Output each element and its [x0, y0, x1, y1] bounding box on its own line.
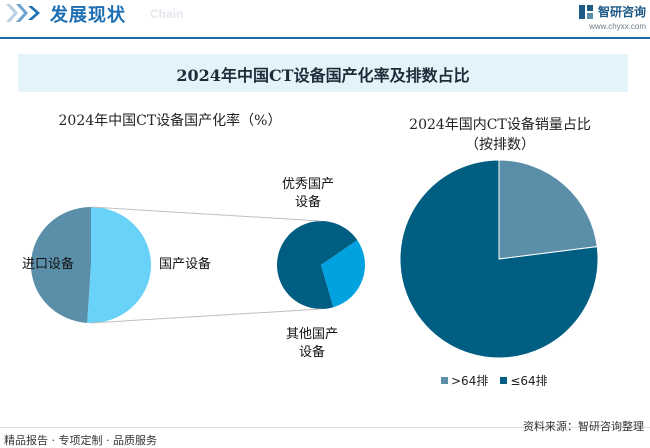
legend-label-gt64: >64排 [451, 374, 489, 388]
header-chevrons-icon [6, 4, 40, 22]
pie2-slice-le64 [399, 159, 599, 359]
chart2-title: 2024年国内CT设备销量占比 （按排数） [380, 115, 620, 155]
brand-name: 智研咨询 [597, 5, 646, 19]
connector-top [90, 206, 322, 222]
pie2-slice-gt64 [498, 159, 598, 260]
label-domestic-equipment: 国产设备 [159, 257, 212, 272]
brand-logo-icon [578, 4, 593, 19]
brand: 智研咨询 www.chyxx.com [578, 3, 646, 31]
legend: >64排 ≤64排 [441, 372, 548, 389]
legend-item-gt64: >64排 [441, 372, 488, 389]
pie-slice-import [30, 207, 92, 323]
section-subtitle: Chain [150, 7, 184, 21]
legend-swatch-gt64 [441, 377, 448, 384]
label-import-equipment: 进口设备 [22, 257, 75, 272]
label-excellent-line2: 设备 [294, 195, 321, 210]
label-other-line1: 其他国产 [285, 327, 338, 342]
chart1-title: 2024年中国CT设备国产化率（%） [58, 113, 282, 129]
legend-label-le64: ≤64排 [510, 374, 548, 388]
connector-bottom [90, 308, 322, 324]
title-bar: 2024年中国CT设备国产化率及排数占比 [18, 54, 628, 92]
legend-swatch-le64 [500, 377, 508, 384]
label-other-line2: 设备 [298, 345, 325, 360]
subpie-slice-excellent [277, 221, 358, 309]
source-note: 资料来源：智研咨询整理 [523, 420, 644, 433]
label-excellent-domestic: 优秀国产 设备 [272, 176, 344, 212]
label-other-domestic: 其他国产 设备 [278, 326, 346, 362]
subpie-slice-other [321, 240, 365, 308]
pie-slice-domestic [87, 207, 151, 323]
section-title: 发展现状 [50, 5, 126, 26]
footer-divider [0, 427, 650, 428]
chart2-title-line2: （按排数） [465, 137, 535, 153]
legend-item-le64: ≤64排 [500, 372, 548, 389]
label-excellent-line1: 优秀国产 [281, 177, 334, 192]
chart2-title-line1: 2024年国内CT设备销量占比 [409, 117, 591, 133]
footer-tagline: 精品报告 · 专项定制 · 品质服务 [4, 434, 157, 447]
main-title: 2024年中国CT设备国产化率及排数占比 [176, 66, 470, 85]
header-divider [0, 37, 650, 39]
brand-url: www.chyxx.com [589, 22, 646, 31]
